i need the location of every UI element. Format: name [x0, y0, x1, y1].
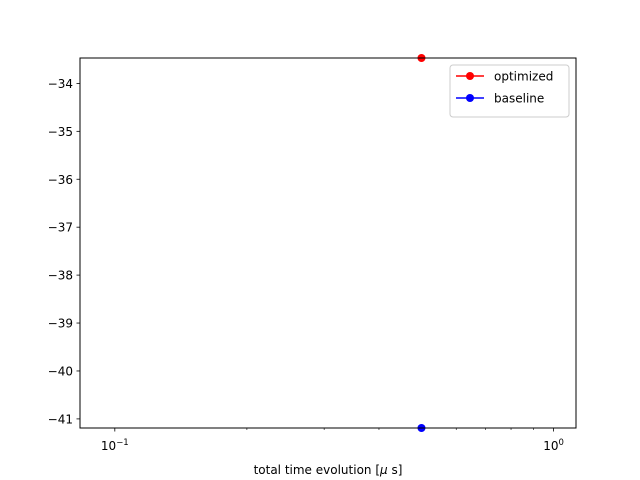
y-tick-label: −38 — [48, 269, 73, 283]
legend-label-optimized: optimized — [494, 70, 553, 84]
y-tick-label: −41 — [48, 412, 73, 426]
x-axis-label-mu: μ — [379, 463, 388, 477]
x-tick-label-exponent: −1 — [116, 438, 129, 448]
x-axis-label-text: total time evolution [ — [254, 463, 380, 477]
x-tick-label-base: 10 — [101, 439, 116, 453]
x-axis-label: total time evolution [μ s] — [254, 463, 403, 477]
y-tick-label: −37 — [48, 221, 73, 235]
axes-frame — [79, 57, 577, 429]
legend-box — [449, 64, 570, 118]
y-tick-label: −36 — [48, 173, 73, 187]
y-tick-label: −40 — [48, 364, 73, 378]
x-tick-label-exponent: 0 — [558, 438, 563, 448]
x-tick-label-base: 10 — [543, 439, 558, 453]
y-tick-label: −39 — [48, 317, 73, 331]
y-tick-label: −35 — [48, 125, 73, 139]
legend-label-baseline: baseline — [494, 92, 544, 106]
x-tick-label: 10−1 — [101, 438, 129, 453]
x-axis-label-unit: s] — [388, 463, 403, 477]
legend-marker-baseline — [466, 94, 474, 102]
legend: optimized baseline — [449, 64, 570, 118]
y-tick-label: −34 — [48, 77, 73, 91]
legend-marker-optimized — [466, 72, 474, 80]
x-tick-label: 100 — [543, 438, 564, 453]
